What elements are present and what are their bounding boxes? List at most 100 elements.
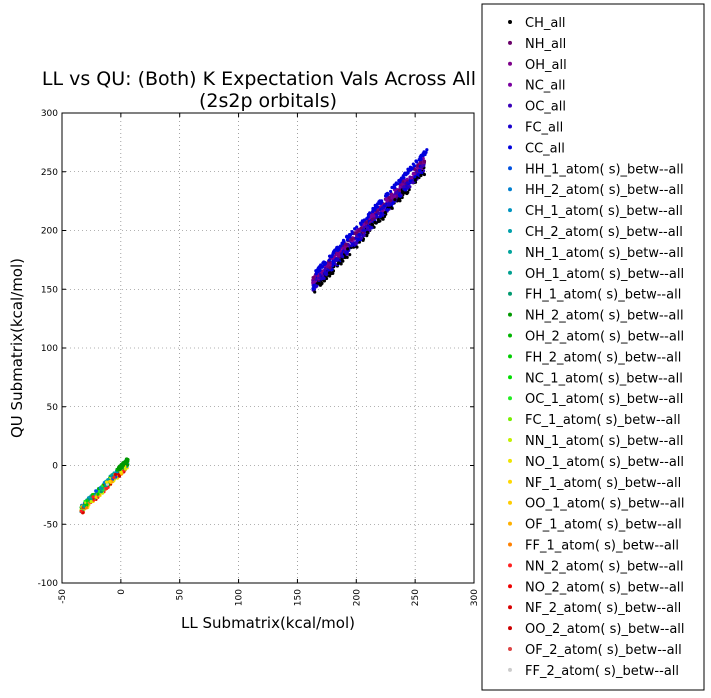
legend-entry-label: OH_1_atom( s)_betw--all — [525, 267, 684, 282]
data-point — [398, 194, 402, 198]
y-tick-label: 250 — [41, 168, 58, 178]
data-point — [378, 214, 383, 219]
legend-marker — [508, 605, 512, 610]
x-tick-label: 250 — [411, 589, 421, 606]
y-tick-label: 300 — [41, 109, 58, 119]
data-point — [419, 173, 423, 178]
data-point — [105, 480, 109, 484]
legend-entry-label: NO_2_atom( s)_betw--all — [525, 580, 684, 595]
legend-marker — [508, 542, 512, 547]
data-point — [381, 206, 385, 210]
data-point — [333, 248, 337, 252]
legend-marker — [508, 375, 512, 380]
legend-marker — [508, 61, 512, 66]
legend-entry-label: CC_all — [525, 141, 565, 156]
data-point — [89, 499, 93, 504]
legend-marker — [508, 82, 512, 87]
data-point — [328, 266, 332, 270]
data-point — [311, 287, 315, 291]
x-tick-label: -50 — [58, 589, 68, 604]
y-tick-label: 150 — [41, 285, 58, 295]
data-point — [96, 492, 100, 496]
legend-marker — [508, 166, 512, 171]
legend-entry-label: HH_2_atom( s)_betw--all — [525, 183, 684, 198]
legend-marker — [508, 438, 512, 442]
data-point — [359, 236, 364, 240]
y-tick-label: 200 — [41, 227, 58, 237]
data-point — [105, 486, 109, 491]
data-point — [379, 201, 383, 206]
data-point — [340, 255, 345, 259]
data-point — [376, 211, 381, 215]
legend-marker — [508, 270, 512, 275]
data-point — [365, 216, 369, 221]
data-point — [365, 233, 369, 237]
data-point — [423, 152, 427, 157]
legend-entry-label: OF_1_atom( s)_betw--all — [525, 518, 682, 533]
legend-marker — [508, 208, 512, 213]
legend-entry-label: NF_2_atom( s)_betw--all — [525, 601, 681, 616]
data-point — [356, 237, 360, 242]
data-point — [375, 215, 379, 219]
data-point — [416, 172, 421, 177]
data-point — [393, 198, 397, 202]
legend-entry-label: FF_1_atom( s)_betw--all — [525, 539, 679, 554]
data-point — [375, 202, 380, 206]
data-point — [414, 159, 418, 163]
legend-marker — [508, 145, 512, 150]
x-tick-label: 200 — [352, 589, 362, 606]
data-point — [332, 255, 336, 259]
grid-lines — [62, 113, 474, 583]
axis-ticks: -50 0 50 100 150 200 250 300-100-50050100150200… — [38, 109, 480, 606]
data-point — [320, 264, 324, 269]
data-point — [84, 506, 88, 510]
legend-marker — [508, 124, 512, 129]
data-point — [327, 271, 332, 275]
data-point — [390, 185, 394, 190]
data-point — [409, 167, 413, 172]
data-point — [417, 168, 422, 172]
legend-entry-label: CH_1_atom( s)_betw--all — [525, 204, 683, 219]
x-axis-label: LL Submatrix(kcal/mol) — [181, 614, 355, 632]
legend-marker — [508, 563, 512, 568]
legend: CH_all NH_all OH_all NC_all OC_all FC_all CC_a… — [481, 3, 705, 691]
data-point — [403, 172, 407, 176]
data-point — [350, 237, 354, 241]
data-point — [393, 194, 397, 198]
data-point — [397, 188, 402, 192]
data-point — [370, 226, 374, 230]
data-point — [85, 503, 89, 507]
legend-entry-label: NN_2_atom( s)_betw--all — [525, 559, 684, 574]
data-point — [408, 179, 412, 183]
data-point — [355, 225, 359, 229]
data-point — [314, 277, 318, 282]
data-point — [362, 228, 366, 233]
data-point — [112, 475, 116, 480]
data-point — [394, 182, 398, 186]
legend-entry-label: NC_1_atom( s)_betw--all — [525, 371, 683, 386]
data-point — [383, 210, 387, 215]
legend-entry-label: FF_2_atom( s)_betw--all — [525, 664, 679, 679]
data-point — [391, 201, 395, 205]
data-point — [336, 251, 340, 255]
data-point — [323, 267, 327, 271]
data-point — [314, 272, 318, 276]
legend-marker — [508, 396, 512, 401]
data-point — [394, 190, 399, 195]
data-point — [355, 245, 359, 249]
data-point — [94, 495, 98, 499]
data-point — [403, 191, 407, 195]
legend-entry-label: OO_1_atom( s)_betw--all — [525, 497, 685, 512]
data-point — [385, 207, 390, 212]
data-point — [340, 241, 344, 245]
data-point — [100, 486, 104, 491]
legend-marker — [508, 584, 512, 589]
data-point — [331, 263, 335, 268]
chart-title: LL vs QU: (Both) K Expectation Vals Acro… — [42, 68, 494, 90]
legend-entry-label: FH_1_atom( s)_betw--all — [525, 288, 681, 303]
data-point — [320, 276, 324, 280]
data-point — [336, 254, 341, 258]
data-point — [411, 162, 415, 166]
data-point — [413, 178, 417, 182]
data-point — [370, 217, 375, 221]
